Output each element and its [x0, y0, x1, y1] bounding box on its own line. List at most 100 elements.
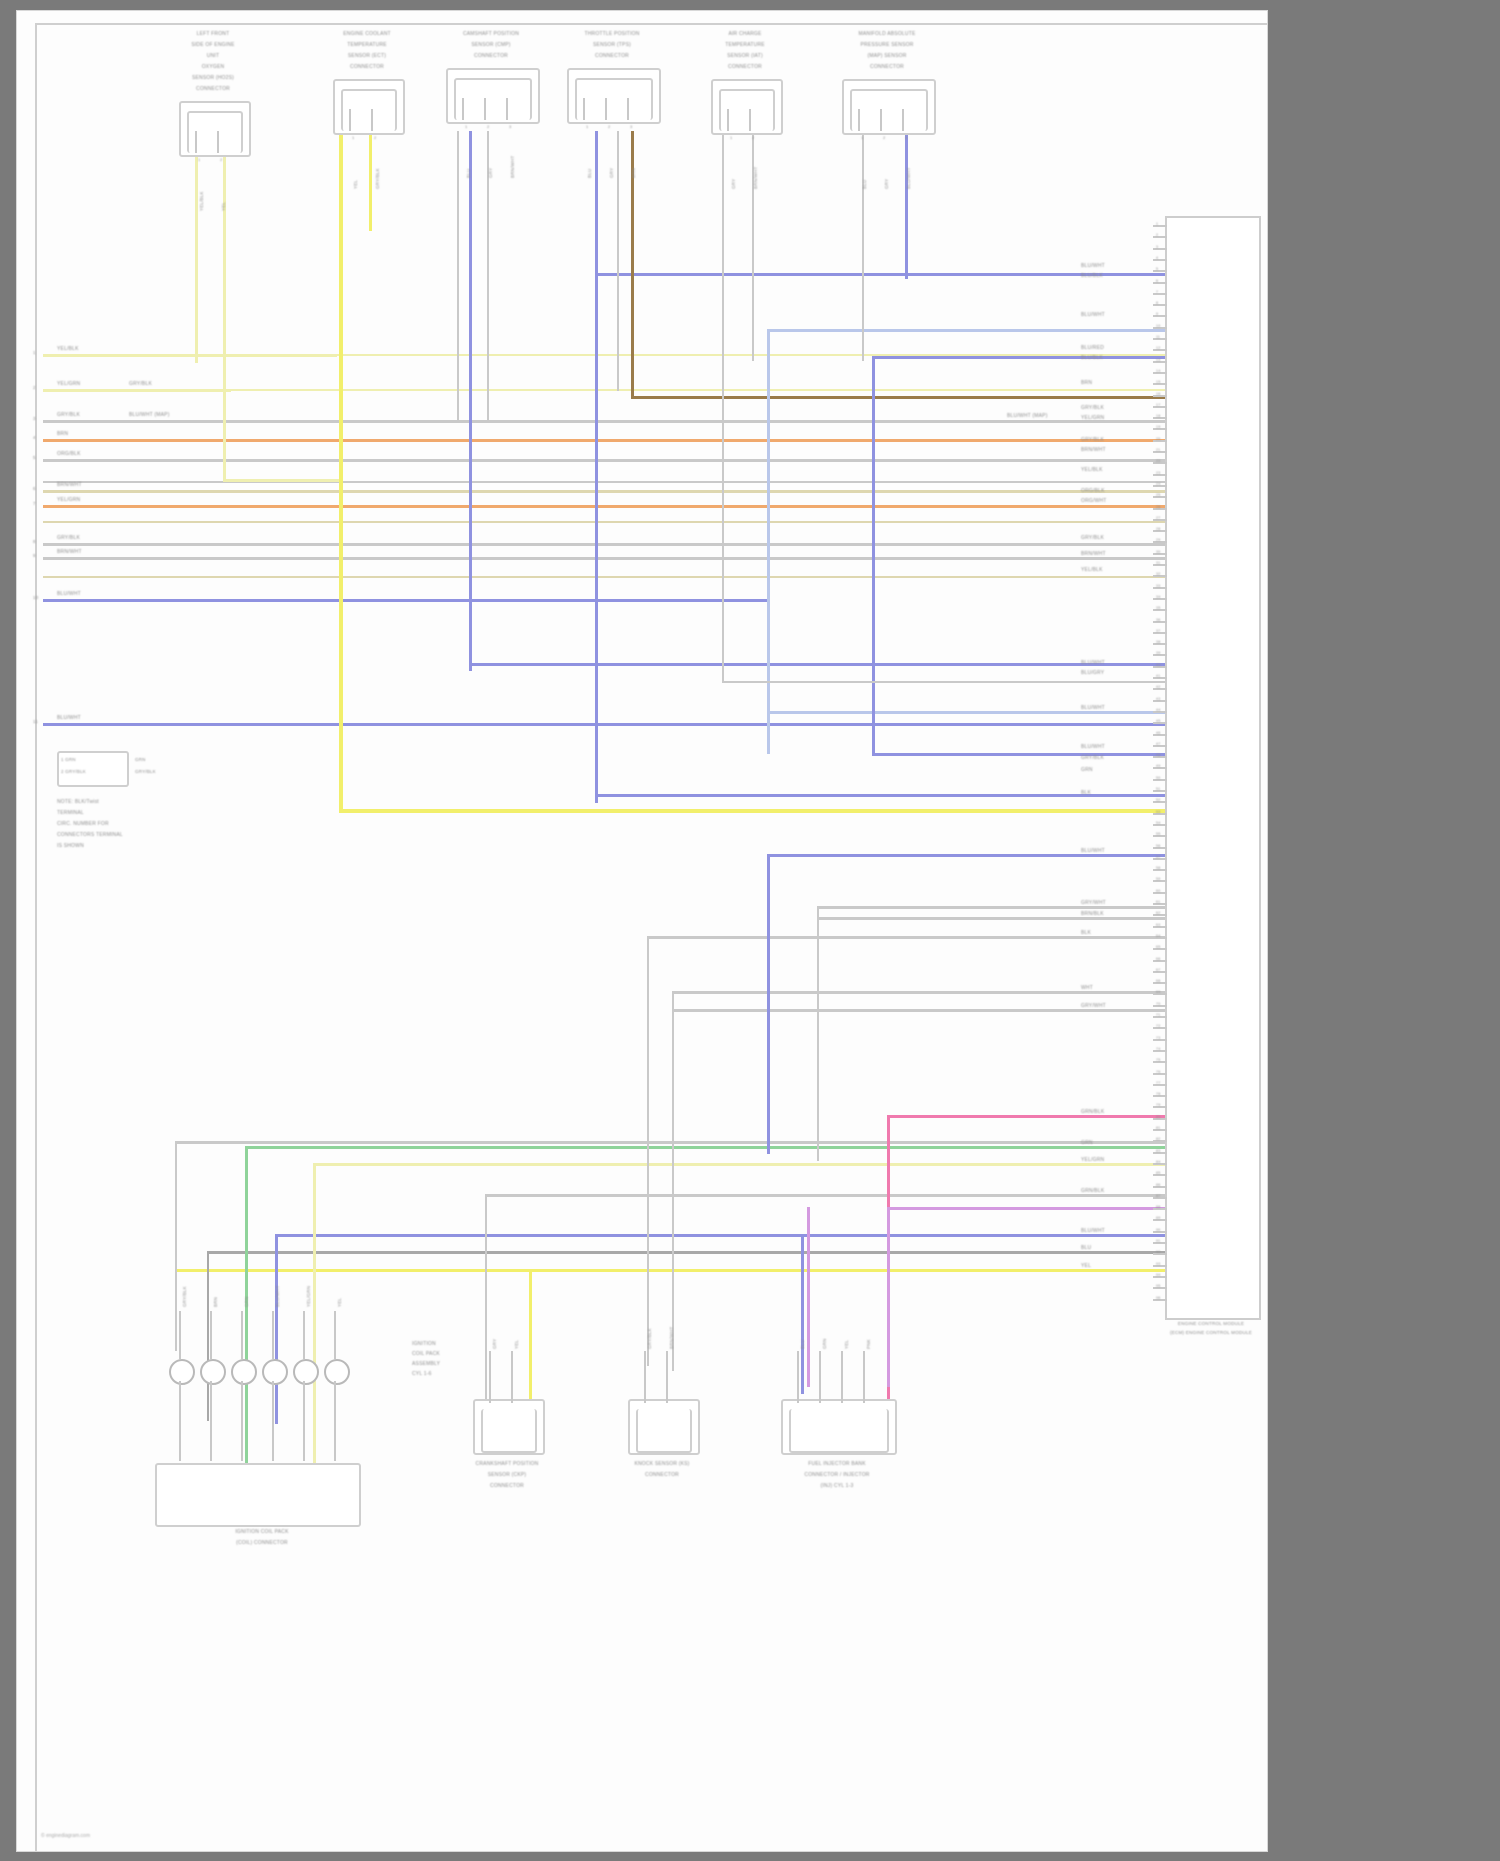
ecm-pin [1153, 925, 1167, 928]
ecm-pin [1153, 959, 1167, 962]
ignition-coil-3[interactable] [231, 1359, 257, 1385]
ecm-pin-number: 36 [1156, 617, 1161, 622]
ecm-pin-number: 28 [1156, 527, 1161, 532]
ecm-pin-number: 49 [1156, 764, 1161, 769]
ecm-pin [1153, 1264, 1167, 1267]
ecm-pin [1153, 891, 1167, 894]
ecm-pin [1153, 258, 1167, 261]
wire-segment [887, 1115, 1165, 1118]
diagram-label: 2 [608, 124, 611, 129]
mini-connector-body[interactable] [57, 751, 129, 787]
ecm-pin [1153, 1196, 1167, 1199]
diagram-label: YEL/GRN [1081, 415, 1105, 421]
diagram-label: TEMPERATURE [347, 42, 387, 48]
connector-pin-c6-3 [902, 109, 904, 131]
ecm-pin-number: 86 [1156, 1182, 1161, 1187]
diagram-label: BLU/GRY [1081, 670, 1105, 676]
diagram-label: BRN/WHT [1081, 447, 1106, 453]
diagram-label: YEL/BLK [1081, 567, 1103, 573]
ecm-pin-number: 25 [1156, 493, 1161, 498]
diagram-label: UNIT [206, 53, 220, 59]
wire-segment [182, 389, 1182, 391]
ecm-pin-number: 31 [1156, 561, 1161, 565]
ecm-pin [1153, 710, 1167, 713]
wire-segment [862, 131, 864, 361]
ignition-coil-4[interactable] [262, 1359, 288, 1385]
diagram-label: 2 [752, 135, 755, 140]
wire-code-label: GRY/BLK [647, 1328, 652, 1349]
diagram-label: YEL/GRN [57, 381, 81, 387]
connector-pin-b2-2 [511, 1351, 513, 1403]
diagram-label: 9 [33, 553, 36, 558]
ignition-coil-2[interactable] [200, 1359, 226, 1385]
coil-pin-5 [303, 1311, 305, 1359]
ecm-pin [1153, 790, 1167, 792]
wire-segment [43, 521, 1165, 523]
ecm-pin-number: 51 [1156, 787, 1161, 791]
diagram-label: CONNECTOR [196, 86, 230, 92]
ecm-pin-number: 67 [1156, 967, 1161, 972]
connector-shell-c3 [454, 78, 532, 120]
diagram-label: NOTE: BLK/Twist [57, 799, 99, 805]
connector-shell-b2 [481, 1409, 537, 1453]
wire-code-label: GRY [492, 1338, 497, 1349]
diagram-label: ENGINE COOLANT [343, 31, 391, 37]
diagram-label: CONNECTOR [645, 1472, 679, 1478]
ecm-pin-number: 3 [1156, 244, 1159, 249]
wire-code-label: BRN [213, 1296, 218, 1307]
ecm-pin-number: 82 [1156, 1137, 1161, 1142]
wire-segment [722, 131, 724, 681]
wire-segment [245, 1146, 248, 1486]
ignition-coil-1[interactable] [169, 1359, 195, 1385]
ecm-pin [1153, 846, 1167, 849]
diagram-label: TERMINAL [57, 810, 84, 816]
diagram-label: BLU/WHT [1081, 263, 1105, 269]
ecm-pin [1153, 1151, 1167, 1154]
ecm-pin-number: 52 [1156, 798, 1161, 803]
coil-pack-housing[interactable] [155, 1463, 361, 1527]
diagram-label: 2 [33, 385, 36, 390]
connector-pin-c1-2 [217, 131, 219, 153]
ecm-pin-number: 73 [1156, 1035, 1161, 1040]
connector-pin-c2-2 [371, 109, 373, 131]
ecm-connector-body[interactable] [1165, 216, 1261, 1320]
diagram-label: PRESSURE SENSOR [860, 42, 914, 48]
diagram-label: BLU/WHT [57, 715, 81, 721]
wire-segment [43, 723, 1165, 726]
ecm-pin [1153, 643, 1167, 646]
ecm-pin-number: 44 [1156, 707, 1161, 712]
ignition-coil-5[interactable] [293, 1359, 319, 1385]
ecm-pin-number: 80 [1156, 1114, 1161, 1119]
diagram-label: BLU/WHT (MAP) [1007, 413, 1048, 419]
ecm-pin [1153, 417, 1167, 420]
wire-segment [672, 991, 674, 1371]
ecm-pin-number: 54 [1156, 820, 1161, 825]
ecm-pin-number: 61 [1156, 900, 1161, 904]
wire-code-label: YEL [844, 1339, 849, 1349]
ecm-pin [1153, 1208, 1167, 1211]
ecm-pin [1153, 383, 1167, 386]
diagram-label: 1 [465, 124, 468, 129]
wire-code-label: GRY [884, 178, 889, 189]
ecm-pin [1153, 857, 1167, 860]
ecm-pin-number: 93 [1156, 1261, 1161, 1266]
wire-segment [43, 543, 1165, 546]
ecm-pin-number: 7 [1156, 289, 1159, 294]
coil-pin-6 [334, 1311, 336, 1359]
diagram-label: BLU/RED [1081, 345, 1105, 351]
wire-code-label: YEL/GRN [306, 1285, 311, 1307]
wire-segment [175, 1141, 177, 1351]
wire-segment [275, 1234, 1165, 1237]
ecm-pin-number: 15 [1156, 380, 1161, 385]
coil-pin-3 [241, 1311, 243, 1359]
coil-ground-stub-4 [272, 1381, 274, 1461]
connector-pin-c3-1 [462, 98, 464, 120]
ecm-pin-number: 78 [1156, 1092, 1161, 1097]
connector-pin-b4-2 [819, 1351, 821, 1403]
ecm-pin [1153, 1106, 1167, 1109]
diagram-label: 4 [33, 435, 36, 440]
ecm-pin-number: 75 [1156, 1058, 1161, 1063]
ignition-coil-6[interactable] [324, 1359, 350, 1385]
ecm-pin-number: 39 [1156, 651, 1161, 656]
ecm-pin [1153, 338, 1167, 340]
